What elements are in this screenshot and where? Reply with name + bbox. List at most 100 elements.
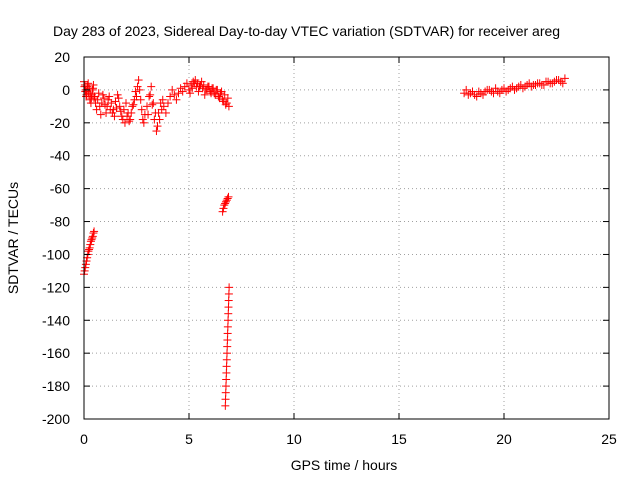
data-point	[143, 102, 151, 111]
data-point	[149, 99, 158, 108]
data-point	[213, 85, 222, 94]
data-point	[129, 100, 138, 109]
data-point	[487, 87, 496, 96]
data-point	[516, 80, 525, 89]
data-point	[144, 110, 153, 119]
data-point	[146, 90, 155, 99]
data-point	[215, 94, 224, 103]
data-point	[88, 232, 97, 241]
data-point	[474, 87, 483, 96]
data-point	[132, 92, 141, 101]
data-point	[191, 76, 200, 85]
data-point	[202, 85, 211, 94]
data-point	[83, 80, 92, 89]
data-point	[197, 77, 206, 86]
data-point	[153, 122, 162, 131]
data-point	[152, 127, 161, 136]
data-point	[500, 84, 508, 93]
data-point	[81, 263, 90, 272]
data-point	[88, 234, 97, 242]
data-point	[81, 260, 90, 269]
y-tick-label: -120	[42, 279, 70, 295]
data-point	[108, 108, 117, 117]
data-point	[188, 84, 197, 93]
data-point	[182, 79, 191, 88]
plot-frame	[83, 56, 610, 420]
data-point	[135, 85, 144, 94]
y-tick-label: -100	[42, 246, 70, 262]
data-point	[95, 102, 104, 111]
data-point	[156, 99, 165, 108]
grid	[84, 57, 609, 419]
data-point	[110, 112, 119, 121]
y-tick-label: -200	[42, 411, 70, 427]
data-point	[224, 192, 233, 201]
data-point	[99, 94, 108, 103]
data-point	[198, 84, 207, 93]
data-point	[218, 207, 227, 216]
data-point	[137, 105, 146, 114]
data-point	[504, 85, 513, 94]
data-point	[178, 87, 187, 96]
data-point	[207, 89, 216, 98]
data-point	[87, 235, 96, 244]
data-point	[93, 95, 102, 104]
data-point	[80, 266, 89, 275]
data-point	[462, 85, 471, 94]
y-tick-label: -140	[42, 312, 70, 328]
data-point	[221, 199, 230, 208]
data-point	[89, 229, 98, 238]
data-point	[134, 76, 143, 85]
data-point	[479, 90, 487, 99]
data-point	[118, 115, 127, 124]
data-point	[222, 196, 231, 205]
y-tick-label: -20	[50, 115, 70, 131]
data-point	[105, 92, 114, 101]
data-point	[558, 79, 567, 88]
data-point	[87, 90, 96, 99]
data-point	[98, 90, 107, 99]
data-point	[176, 84, 185, 93]
data-point	[491, 84, 500, 93]
data-point	[189, 77, 198, 86]
data-point	[508, 82, 517, 91]
data-point	[211, 90, 220, 99]
y-axis-title: SDTVAR / TECUs	[5, 182, 21, 294]
data-point	[521, 82, 529, 91]
x-tick-label: 25	[601, 431, 617, 447]
data-point	[221, 100, 230, 109]
data-point	[148, 100, 157, 109]
data-point	[180, 82, 189, 91]
data-point	[554, 76, 563, 85]
data-point	[147, 82, 156, 91]
x-tick-label: 20	[496, 431, 512, 447]
data-point	[84, 247, 93, 256]
data-point	[112, 104, 121, 113]
data-point	[196, 80, 205, 89]
data-point	[85, 245, 94, 254]
data-point	[89, 84, 98, 93]
y-tick-label: 0	[62, 82, 70, 98]
data-point	[127, 108, 136, 117]
x-axis-title: GPS time / hours	[291, 457, 398, 473]
data-point	[476, 89, 485, 98]
data-point	[138, 115, 147, 124]
data-point	[145, 92, 154, 101]
data-point	[113, 90, 122, 99]
data-point	[219, 97, 228, 106]
data-point	[483, 85, 492, 94]
data-point	[192, 82, 201, 91]
data-point	[550, 77, 559, 86]
data-point	[107, 99, 116, 108]
data-point	[125, 117, 134, 126]
data-point	[84, 89, 93, 98]
data-point	[96, 110, 105, 119]
data-point	[86, 240, 95, 249]
y-tick-label: -80	[50, 214, 70, 230]
data-point	[131, 87, 140, 96]
data-point	[225, 283, 234, 292]
data-point	[529, 80, 538, 89]
data-point	[85, 95, 94, 104]
data-point	[150, 115, 159, 124]
